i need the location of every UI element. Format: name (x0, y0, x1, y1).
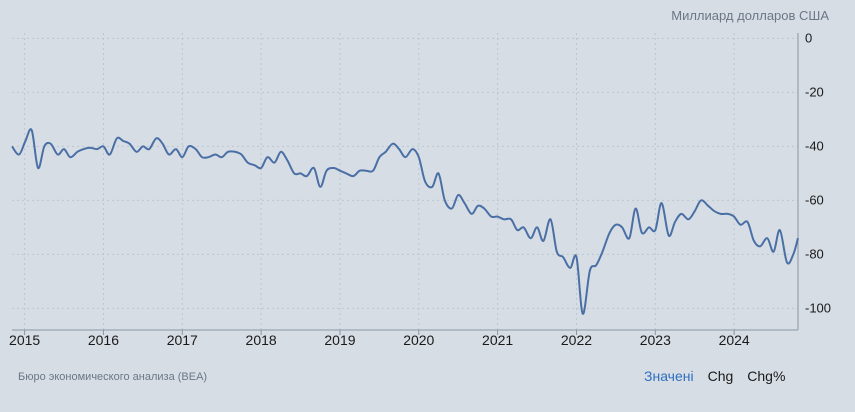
x-axis: 2015 2016 2017 2018 2019 2020 2021 2022 2023 2024 (9, 329, 798, 348)
x-tick-label: 2021 (482, 332, 513, 348)
source-link[interactable]: Бюро экономического анализа (BEA) (18, 371, 208, 383)
y-axis: 0 -20 -40 -60 -80 -100 (797, 30, 831, 330)
y-tick-label: -40 (805, 138, 824, 153)
x-tick-label: 2018 (246, 332, 277, 348)
grid (12, 33, 798, 330)
unit-label: Миллиард долларов США (671, 8, 829, 23)
tab-chg-percent[interactable]: Chg% (747, 368, 786, 384)
y-tick-label: 0 (805, 30, 812, 45)
x-tick-label: 2023 (640, 332, 671, 348)
x-tick-label: 2019 (324, 332, 355, 348)
series-line (11, 128, 799, 315)
x-tick-label: 2017 (167, 332, 198, 348)
x-tick-label: 2024 (719, 332, 750, 348)
x-tick-label: 2020 (403, 332, 434, 348)
tab-values[interactable]: Значені (644, 368, 694, 384)
y-tick-label: -60 (805, 192, 824, 207)
y-tick-label: -20 (805, 84, 824, 99)
tab-chg[interactable]: Chg (707, 368, 734, 384)
y-tick-label: -80 (805, 246, 824, 261)
x-tick-label: 2015 (9, 332, 40, 348)
x-tick-label: 2016 (88, 332, 119, 348)
y-tick-label: -100 (805, 300, 831, 315)
x-tick-label: 2022 (561, 332, 592, 348)
view-tabs: Значені Chg Chg% (644, 368, 785, 384)
